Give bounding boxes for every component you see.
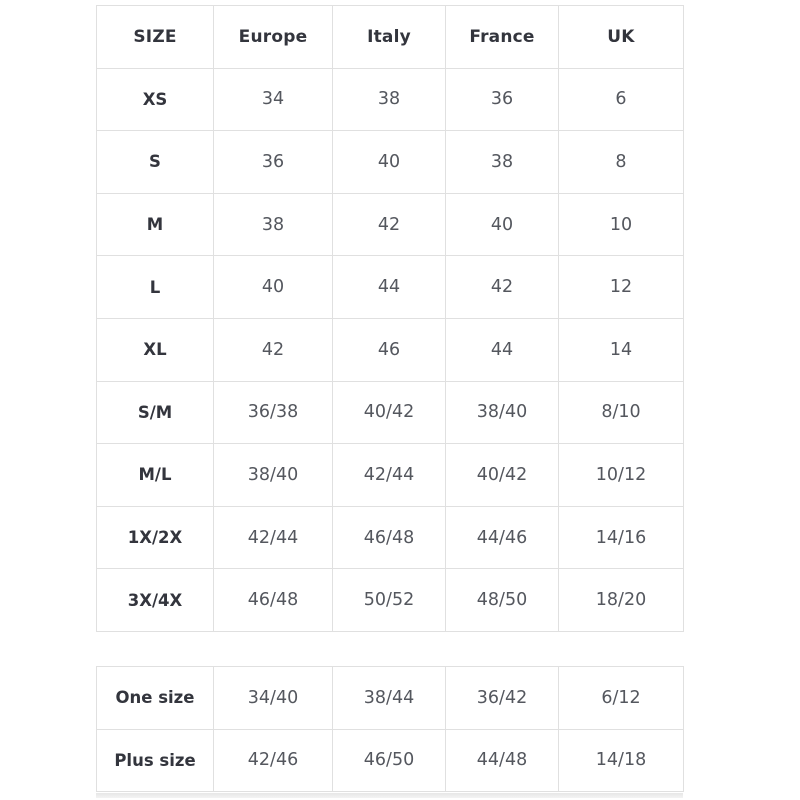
column-header-europe: Europe <box>213 5 333 69</box>
size-value: 34/40 <box>213 666 333 730</box>
size-value: 8 <box>558 130 684 194</box>
size-value: 42 <box>445 255 559 319</box>
size-value: 10/12 <box>558 443 684 507</box>
header-row: SIZE Europe Italy France UK <box>96 5 684 69</box>
size-value: 46/50 <box>332 728 446 793</box>
size-value: 36 <box>213 130 333 194</box>
size-value: 44 <box>445 317 559 382</box>
size-value: 44 <box>332 255 446 319</box>
column-header-italy: Italy <box>332 5 446 69</box>
row-label: 1X/2X <box>96 505 214 570</box>
size-value: 42/44 <box>213 505 333 570</box>
size-value: 8/10 <box>558 380 684 445</box>
cutoff-next-table-edge <box>96 793 683 798</box>
table-row-xl: XL 42 46 44 14 <box>96 317 684 382</box>
row-label: M/L <box>96 443 214 507</box>
size-value: 40 <box>332 130 446 194</box>
size-value: 34 <box>213 67 333 132</box>
size-value: 14/16 <box>558 505 684 570</box>
size-value: 10 <box>558 192 684 257</box>
size-value: 40 <box>445 192 559 257</box>
table-row-3x4x: 3X/4X 46/48 50/52 48/50 18/20 <box>96 568 684 632</box>
table-row-xs: XS 34 38 36 6 <box>96 67 684 132</box>
table-row-s: S 36 40 38 8 <box>96 130 684 194</box>
size-conversion-table: SIZE Europe Italy France UK XS 34 38 36 … <box>96 5 684 632</box>
size-value: 38/40 <box>445 380 559 445</box>
size-value: 14/18 <box>558 728 684 793</box>
table-row-1x2x: 1X/2X 42/44 46/48 44/46 14/16 <box>96 505 684 570</box>
size-value: 12 <box>558 255 684 319</box>
size-value: 38/44 <box>332 666 446 730</box>
row-label: S <box>96 130 214 194</box>
size-value: 38/40 <box>213 443 333 507</box>
row-label: One size <box>96 666 214 730</box>
row-label: 3X/4X <box>96 568 214 632</box>
row-label: XS <box>96 67 214 132</box>
size-value: 50/52 <box>332 568 446 632</box>
column-header-france: France <box>445 5 559 69</box>
size-value: 46/48 <box>332 505 446 570</box>
size-value: 38 <box>445 130 559 194</box>
table-row-ml: M/L 38/40 42/44 40/42 10/12 <box>96 443 684 507</box>
row-label: L <box>96 255 214 319</box>
column-header-uk: UK <box>558 5 684 69</box>
size-value: 14 <box>558 317 684 382</box>
row-label: S/M <box>96 380 214 445</box>
size-value: 42/44 <box>332 443 446 507</box>
size-value: 40 <box>213 255 333 319</box>
column-header-size: SIZE <box>96 5 214 69</box>
table-row-sm: S/M 36/38 40/42 38/40 8/10 <box>96 380 684 445</box>
size-value: 42 <box>332 192 446 257</box>
size-value: 6 <box>558 67 684 132</box>
size-value: 42/46 <box>213 728 333 793</box>
size-value: 18/20 <box>558 568 684 632</box>
size-value: 38 <box>213 192 333 257</box>
size-value: 46/48 <box>213 568 333 632</box>
row-label: Plus size <box>96 728 214 793</box>
size-value: 44/46 <box>445 505 559 570</box>
size-value: 46 <box>332 317 446 382</box>
table-row-plus-size: Plus size 42/46 46/50 44/48 14/18 <box>96 728 684 793</box>
table-row-one-size: One size 34/40 38/44 36/42 6/12 <box>96 666 684 730</box>
special-sizes-table: One size 34/40 38/44 36/42 6/12 Plus siz… <box>96 666 684 793</box>
size-value: 36 <box>445 67 559 132</box>
row-label: M <box>96 192 214 257</box>
size-value: 38 <box>332 67 446 132</box>
size-value: 36/38 <box>213 380 333 445</box>
size-value: 44/48 <box>445 728 559 793</box>
table-row-l: L 40 44 42 12 <box>96 255 684 319</box>
row-label: XL <box>96 317 214 382</box>
size-value: 48/50 <box>445 568 559 632</box>
size-value: 6/12 <box>558 666 684 730</box>
size-value: 36/42 <box>445 666 559 730</box>
table-row-m: M 38 42 40 10 <box>96 192 684 257</box>
size-value: 42 <box>213 317 333 382</box>
size-value: 40/42 <box>445 443 559 507</box>
size-value: 40/42 <box>332 380 446 445</box>
